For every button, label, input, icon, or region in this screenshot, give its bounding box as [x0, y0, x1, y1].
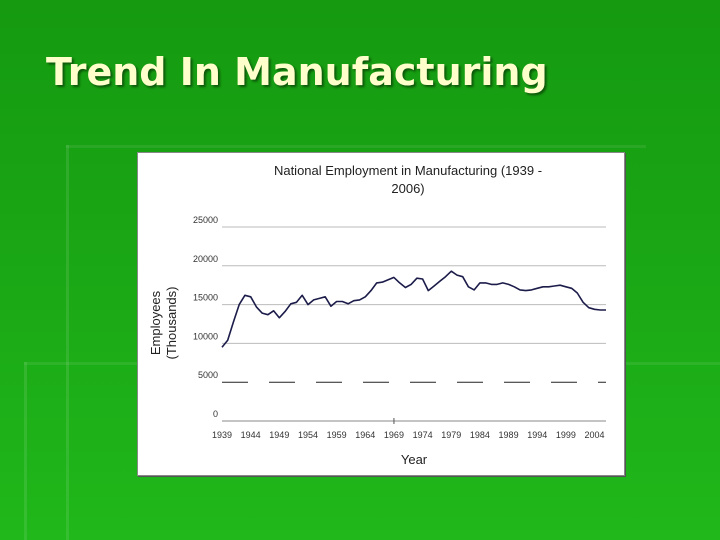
- x-tick-label: 1944: [241, 430, 261, 440]
- y-axis-label: (Thousands): [164, 287, 179, 360]
- y-tick-label: 15000: [193, 293, 218, 303]
- y-tick-label: 25000: [193, 215, 218, 225]
- x-tick-label: 1989: [499, 430, 519, 440]
- y-tick-label: 5000: [198, 370, 218, 380]
- chart-panel: National Employment in Manufacturing (19…: [137, 152, 625, 476]
- chart-title: National Employment in Manufacturing (19…: [274, 163, 542, 178]
- x-axis-label: Year: [401, 452, 428, 467]
- x-tick-label: 1939: [212, 430, 232, 440]
- y-tick-label: 10000: [193, 331, 218, 341]
- slide-title: Trend In Manufacturing: [46, 50, 548, 94]
- employment-line-chart: National Employment in Manufacturing (19…: [148, 163, 606, 467]
- background-stripe: [24, 362, 27, 540]
- x-tick-label: 1994: [527, 430, 547, 440]
- x-tick-label: 1974: [413, 430, 433, 440]
- background-stripe: [66, 145, 69, 540]
- x-tick-label: 1979: [441, 430, 461, 440]
- x-tick-label: 1984: [470, 430, 490, 440]
- x-tick-label: 1999: [556, 430, 576, 440]
- chart-title: 2006): [391, 181, 424, 196]
- x-tick-label: 1949: [269, 430, 289, 440]
- y-tick-label: 20000: [193, 254, 218, 264]
- x-tick-label: 1959: [327, 430, 347, 440]
- y-tick-label: 0: [213, 409, 218, 419]
- plot-area: 0 5000 10000 15000 20000 25000 1939 1944 1949 195…: [193, 215, 606, 440]
- employment-series-line: [221, 270, 606, 348]
- x-tick-label: 1954: [298, 430, 318, 440]
- background-stripe: [66, 145, 646, 148]
- y-axis-label: Employees: [148, 290, 163, 355]
- x-tick-label: 1969: [384, 430, 404, 440]
- x-tick-label: 2004: [585, 430, 605, 440]
- x-tick-label: 1964: [355, 430, 375, 440]
